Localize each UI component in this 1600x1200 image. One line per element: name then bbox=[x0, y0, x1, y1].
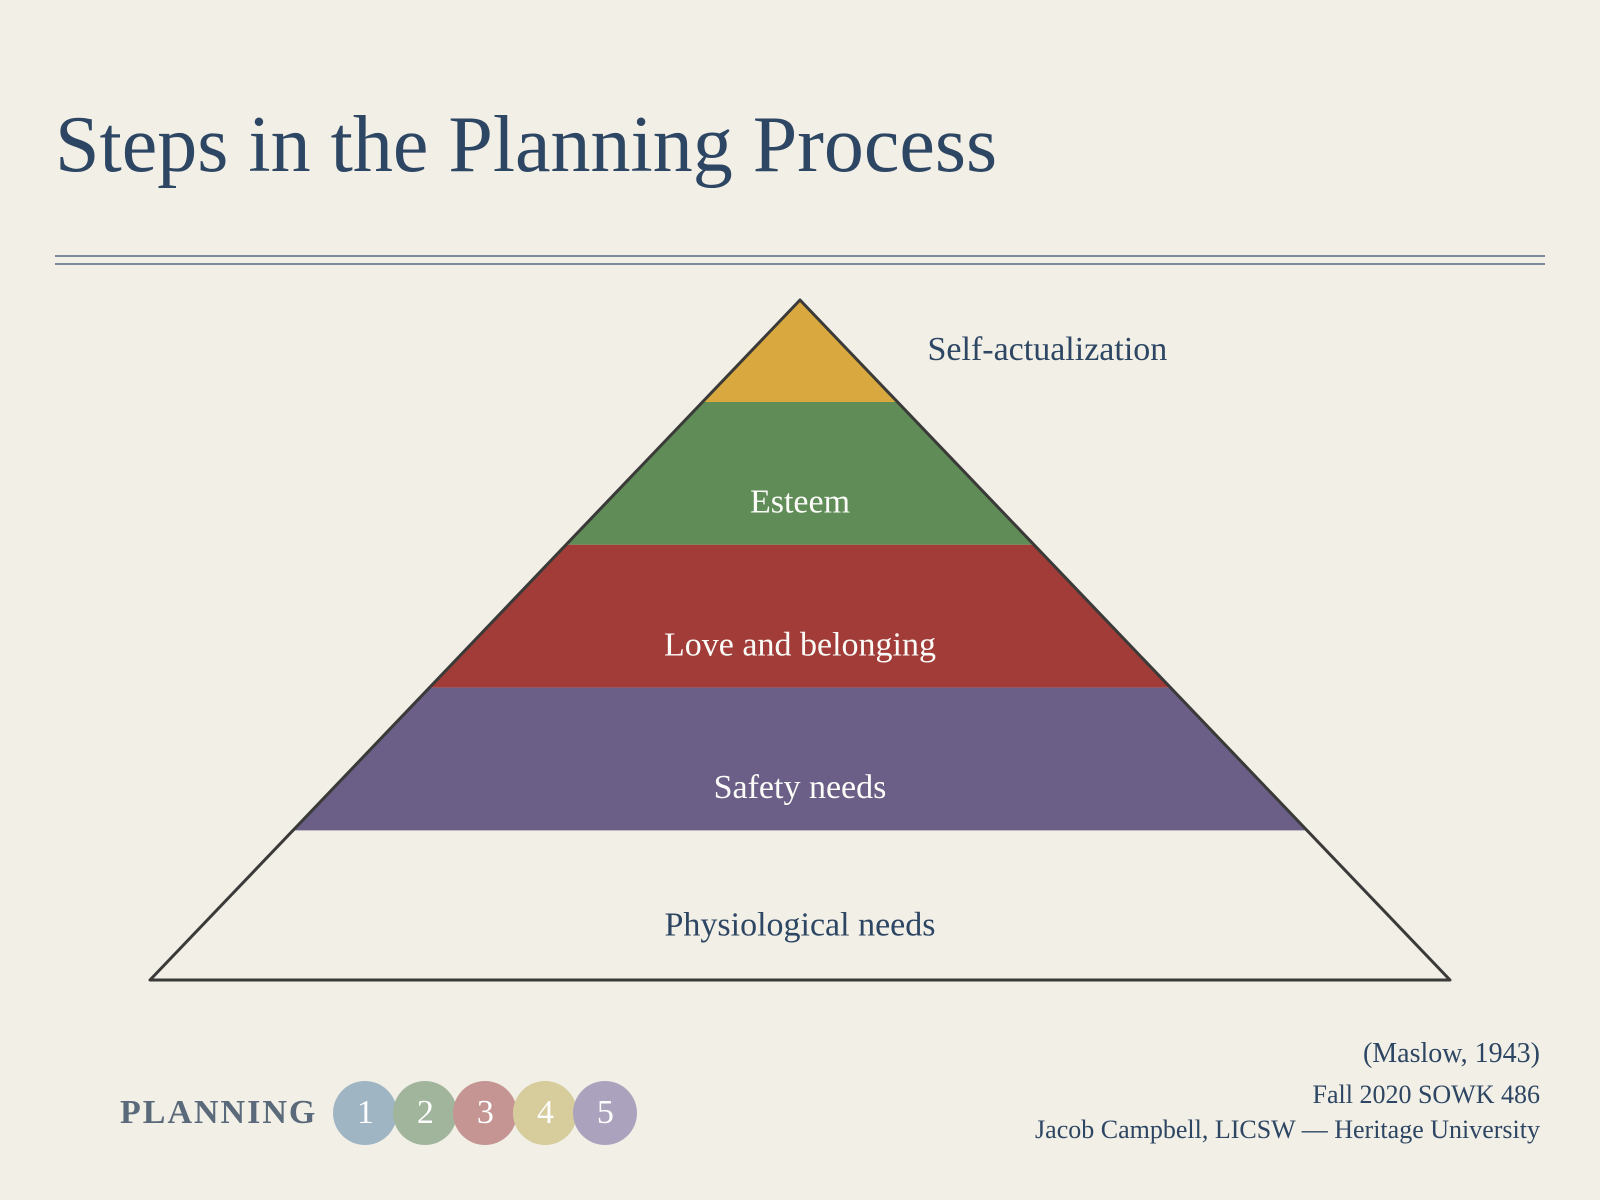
pyramid-level-label-1: Esteem bbox=[750, 484, 850, 521]
footer-label: PLANNING bbox=[120, 1094, 317, 1132]
step-circle-2: 2 bbox=[393, 1081, 457, 1145]
pyramid-level-0 bbox=[703, 300, 898, 402]
step-circle-4: 4 bbox=[513, 1081, 577, 1145]
pyramid-level-label-2: Love and belonging bbox=[664, 626, 936, 663]
slide-title: Steps in the Planning Process bbox=[55, 100, 997, 191]
step-circle-3: 3 bbox=[453, 1081, 517, 1145]
slide: Steps in the Planning Process Esteem Love… bbox=[0, 0, 1600, 1200]
course-term-text: Fall 2020 SOWK 486 bbox=[1313, 1080, 1541, 1110]
pyramid-level-label-3: Safety needs bbox=[714, 769, 887, 806]
citation-text: (Maslow, 1943) bbox=[1363, 1038, 1540, 1070]
title-rule-upper bbox=[55, 255, 1545, 257]
pyramid-diagram: Esteem Love and belonging Safety needs Phys… bbox=[130, 290, 1470, 990]
pyramid-top-callout: Self-actualization bbox=[928, 331, 1168, 369]
pyramid-bands bbox=[293, 300, 1307, 830]
pyramid-level-label-4: Physiological needs bbox=[664, 906, 935, 943]
pyramid-level-3 bbox=[293, 688, 1307, 831]
step-circle-5: 5 bbox=[573, 1081, 637, 1145]
pyramid-svg: Esteem Love and belonging Safety needs Phys… bbox=[130, 290, 1470, 990]
attribution-text: Jacob Campbell, LICSW — Heritage Univers… bbox=[1035, 1115, 1540, 1145]
pyramid-level-2 bbox=[430, 545, 1171, 688]
footer-steps: PLANNING 12345 bbox=[120, 1081, 637, 1145]
step-circle-1: 1 bbox=[333, 1081, 397, 1145]
step-circles-row: 12345 bbox=[333, 1081, 637, 1145]
title-rule-lower bbox=[55, 263, 1545, 265]
